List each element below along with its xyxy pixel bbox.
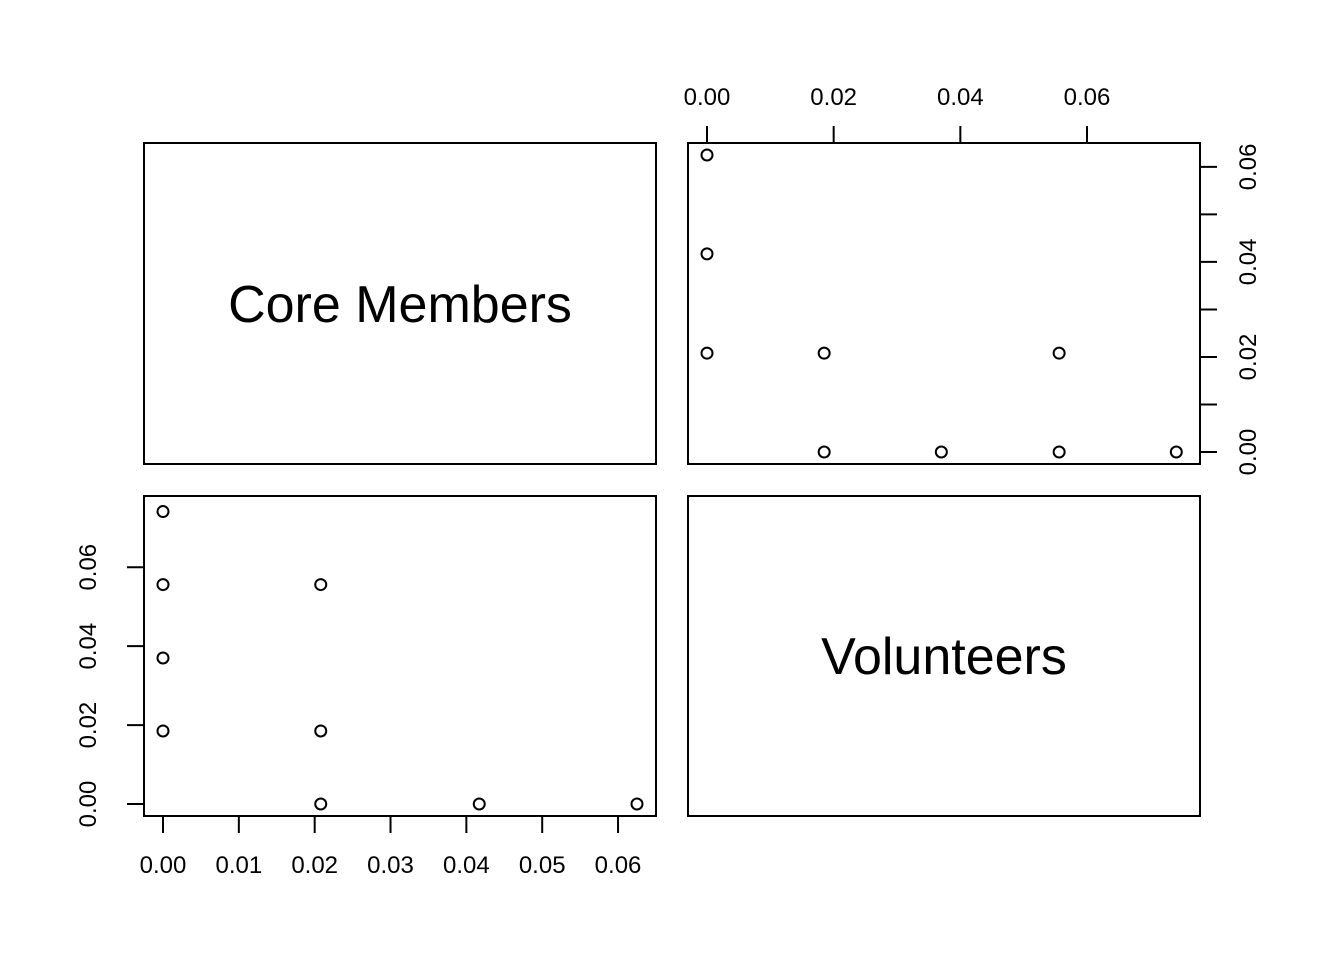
diagonal-panel-core-members	[143, 142, 657, 465]
variable-label-core-members: Core Members	[228, 276, 572, 334]
x-tick-label: 0.05	[519, 852, 566, 879]
y-tick-label: 0.00	[1235, 429, 1262, 476]
data-point	[934, 445, 948, 459]
data-point	[700, 148, 714, 162]
x-tick-label: 0.06	[1064, 84, 1111, 111]
data-point	[472, 797, 486, 811]
y-tick-label: 0.06	[75, 544, 102, 591]
data-point	[700, 247, 714, 261]
x-tick-label: 0.04	[937, 84, 984, 111]
x-tick-label: 0.06	[595, 852, 642, 879]
panel-frame	[143, 495, 657, 817]
x-tick-label: 0.03	[367, 852, 414, 879]
data-point	[817, 445, 831, 459]
data-point	[314, 578, 328, 592]
x-tick-label: 0.04	[443, 852, 490, 879]
x-tick-label: 0.01	[215, 852, 262, 879]
scatter-panel-bottom-left: 0.00 0.01 0.02 0.03 0.04 0.05 0.06 0.00 0.02 0.04…	[75, 495, 657, 879]
y-tick-label: 0.04	[1235, 239, 1262, 286]
x-tick-label: 0.02	[810, 84, 857, 111]
data-point	[156, 505, 170, 519]
data-point	[1052, 445, 1066, 459]
data-point	[630, 797, 644, 811]
data-point	[1169, 445, 1183, 459]
scatter-panel-top-right: 0.00 0.02 0.04 0.06 0.00 0.02 0.04 0.06	[684, 84, 1262, 475]
data-point	[156, 578, 170, 592]
data-point	[156, 651, 170, 665]
x-tick-label: 0.02	[291, 852, 338, 879]
x-tick-label: 0.00	[684, 84, 731, 111]
data-point	[314, 797, 328, 811]
panel-frame	[687, 142, 1201, 465]
data-point	[156, 724, 170, 738]
y-tick-label: 0.02	[1235, 334, 1262, 381]
x-tick-label: 0.00	[140, 852, 187, 879]
y-tick-label: 0.04	[75, 623, 102, 670]
data-point	[314, 724, 328, 738]
diagonal-panel-volunteers	[687, 495, 1201, 817]
y-tick-label: 0.02	[75, 702, 102, 749]
variable-label-volunteers: Volunteers	[821, 628, 1067, 686]
data-point	[817, 346, 831, 360]
y-tick-label: 0.06	[1235, 144, 1262, 191]
y-tick-label: 0.00	[75, 781, 102, 828]
data-point	[1052, 346, 1066, 360]
data-point	[700, 346, 714, 360]
